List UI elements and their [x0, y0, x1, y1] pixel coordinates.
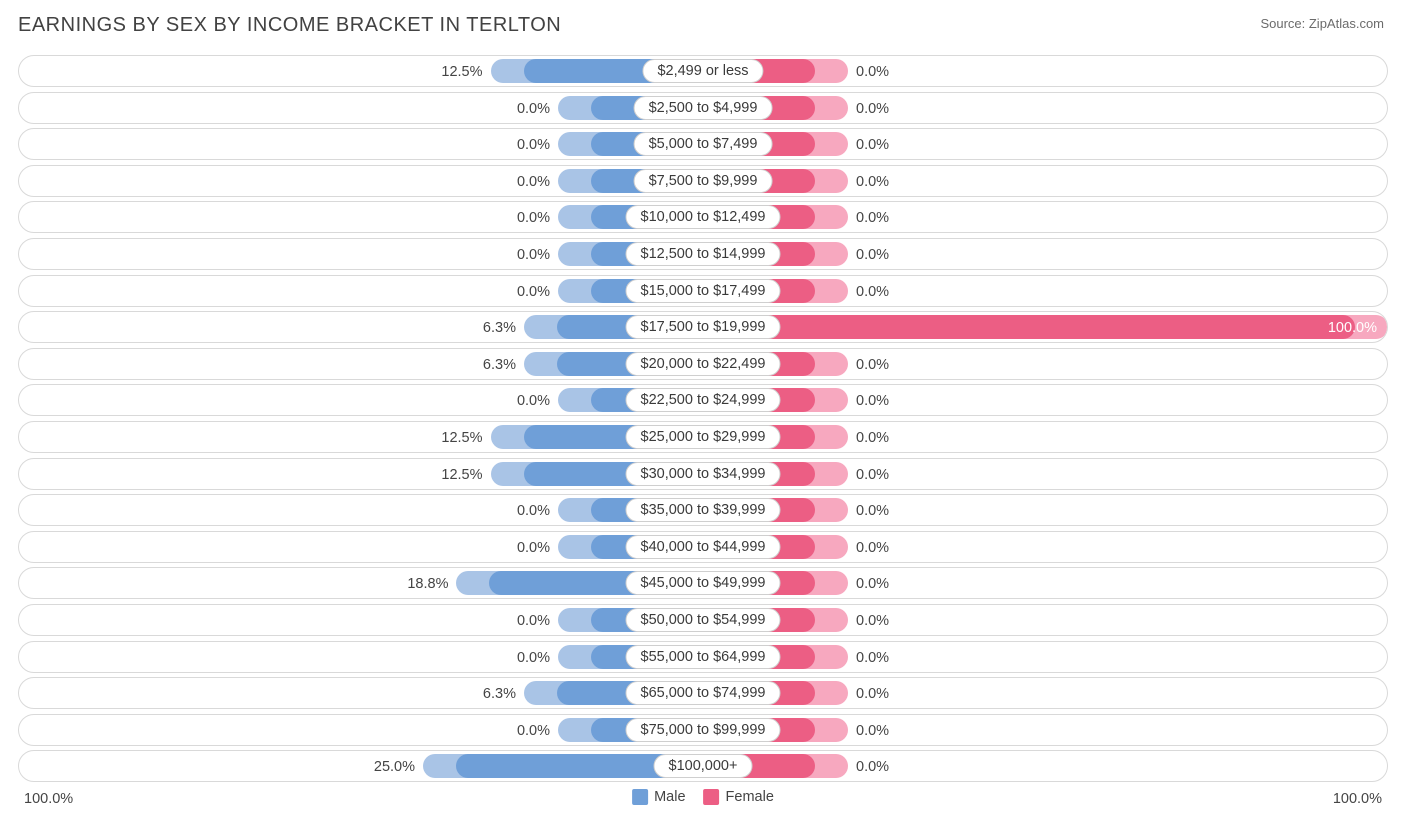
- bracket-label: $25,000 to $29,999: [626, 425, 781, 449]
- male-value: 0.0%: [517, 129, 550, 160]
- bracket-label: $22,500 to $24,999: [626, 388, 781, 412]
- female-value: 0.0%: [856, 93, 889, 124]
- female-value: 0.0%: [856, 568, 889, 599]
- bracket-label: $7,500 to $9,999: [634, 169, 773, 193]
- chart-row: 12.5% 0.0% $25,000 to $29,999: [18, 421, 1388, 453]
- female-value: 0.0%: [856, 166, 889, 197]
- male-value: 18.8%: [407, 568, 448, 599]
- female-value: 0.0%: [856, 715, 889, 746]
- axis-max-right: 100.0%: [1333, 791, 1382, 807]
- female-value: 100.0%: [1328, 312, 1377, 343]
- male-value: 12.5%: [441, 459, 482, 490]
- chart-row: 0.0% 0.0% $75,000 to $99,999: [18, 714, 1388, 746]
- male-value: 12.5%: [441, 56, 482, 87]
- female-value: 0.0%: [856, 751, 889, 782]
- chart-row: 0.0% 0.0% $35,000 to $39,999: [18, 494, 1388, 526]
- bracket-label: $65,000 to $74,999: [626, 681, 781, 705]
- male-value: 0.0%: [517, 93, 550, 124]
- chart-row: 0.0% 0.0% $12,500 to $14,999: [18, 238, 1388, 270]
- female-value: 0.0%: [856, 642, 889, 673]
- legend-female: Female: [704, 789, 774, 805]
- source-attribution: Source: ZipAtlas.com: [1260, 16, 1384, 31]
- male-value: 6.3%: [483, 349, 516, 380]
- bracket-label: $50,000 to $54,999: [626, 608, 781, 632]
- chart-row: 6.3% 0.0% $65,000 to $74,999: [18, 677, 1388, 709]
- chart-row: 0.0% 0.0% $10,000 to $12,499: [18, 201, 1388, 233]
- bracket-label: $30,000 to $34,999: [626, 462, 781, 486]
- male-swatch-icon: [632, 789, 648, 805]
- female-value: 0.0%: [856, 56, 889, 87]
- bracket-label: $12,500 to $14,999: [626, 242, 781, 266]
- female-value: 0.0%: [856, 202, 889, 233]
- legend-male-label: Male: [654, 789, 685, 805]
- chart-row: 0.0% 0.0% $40,000 to $44,999: [18, 531, 1388, 563]
- male-value: 0.0%: [517, 495, 550, 526]
- female-swatch-icon: [704, 789, 720, 805]
- bracket-label: $5,000 to $7,499: [634, 132, 773, 156]
- bracket-label: $35,000 to $39,999: [626, 498, 781, 522]
- chart-row: 12.5% 0.0% $2,499 or less: [18, 55, 1388, 87]
- bracket-label: $2,500 to $4,999: [634, 96, 773, 120]
- male-value: 0.0%: [517, 642, 550, 673]
- female-value: 0.0%: [856, 678, 889, 709]
- diverging-bar-chart: 12.5% 0.0% $2,499 or less 0.0% 0.0% $2,500 to…: [18, 55, 1388, 782]
- male-value: 12.5%: [441, 422, 482, 453]
- chart-row: 6.3% 100.0% $17,500 to $19,999: [18, 311, 1388, 343]
- axis-max-left: 100.0%: [24, 791, 73, 807]
- male-value: 6.3%: [483, 312, 516, 343]
- chart-footer: 100.0% 100.0% Male Female: [18, 787, 1388, 815]
- male-value: 0.0%: [517, 166, 550, 197]
- legend-male: Male: [632, 789, 685, 805]
- chart-row: 18.8% 0.0% $45,000 to $49,999: [18, 567, 1388, 599]
- female-value: 0.0%: [856, 605, 889, 636]
- female-value: 0.0%: [856, 239, 889, 270]
- female-value: 0.0%: [856, 349, 889, 380]
- chart-row: 0.0% 0.0% $22,500 to $24,999: [18, 384, 1388, 416]
- male-value: 0.0%: [517, 605, 550, 636]
- female-value: 0.0%: [856, 422, 889, 453]
- female-value: 0.0%: [856, 129, 889, 160]
- bracket-label: $55,000 to $64,999: [626, 645, 781, 669]
- male-value: 0.0%: [517, 385, 550, 416]
- bracket-label: $10,000 to $12,499: [626, 205, 781, 229]
- legend-female-label: Female: [726, 789, 774, 805]
- female-value: 0.0%: [856, 532, 889, 563]
- male-value: 0.0%: [517, 276, 550, 307]
- chart-row: 25.0% 0.0% $100,000+: [18, 750, 1388, 782]
- chart-row: 0.0% 0.0% $55,000 to $64,999: [18, 641, 1388, 673]
- bracket-label: $100,000+: [654, 754, 753, 778]
- bracket-label: $20,000 to $22,499: [626, 352, 781, 376]
- male-value: 0.0%: [517, 532, 550, 563]
- bracket-label: $17,500 to $19,999: [626, 315, 781, 339]
- bracket-label: $15,000 to $17,499: [626, 279, 781, 303]
- chart-row: 0.0% 0.0% $50,000 to $54,999: [18, 604, 1388, 636]
- chart-row: 12.5% 0.0% $30,000 to $34,999: [18, 458, 1388, 490]
- bracket-label: $75,000 to $99,999: [626, 718, 781, 742]
- chart-row: 0.0% 0.0% $7,500 to $9,999: [18, 165, 1388, 197]
- male-value: 25.0%: [374, 751, 415, 782]
- female-value: 0.0%: [856, 459, 889, 490]
- bracket-label: $40,000 to $44,999: [626, 535, 781, 559]
- male-value: 0.0%: [517, 715, 550, 746]
- male-value: 0.0%: [517, 202, 550, 233]
- male-value: 0.0%: [517, 239, 550, 270]
- chart-row: 0.0% 0.0% $15,000 to $17,499: [18, 275, 1388, 307]
- female-value: 0.0%: [856, 495, 889, 526]
- chart-title: EARNINGS BY SEX BY INCOME BRACKET IN TER…: [18, 14, 1388, 37]
- legend: Male Female: [632, 789, 774, 805]
- chart-row: 0.0% 0.0% $5,000 to $7,499: [18, 128, 1388, 160]
- bracket-label: $2,499 or less: [642, 59, 763, 83]
- male-value: 6.3%: [483, 678, 516, 709]
- bracket-label: $45,000 to $49,999: [626, 571, 781, 595]
- female-value: 0.0%: [856, 276, 889, 307]
- chart-row: 6.3% 0.0% $20,000 to $22,499: [18, 348, 1388, 380]
- female-bar: [703, 315, 1388, 339]
- chart-row: 0.0% 0.0% $2,500 to $4,999: [18, 92, 1388, 124]
- female-value: 0.0%: [856, 385, 889, 416]
